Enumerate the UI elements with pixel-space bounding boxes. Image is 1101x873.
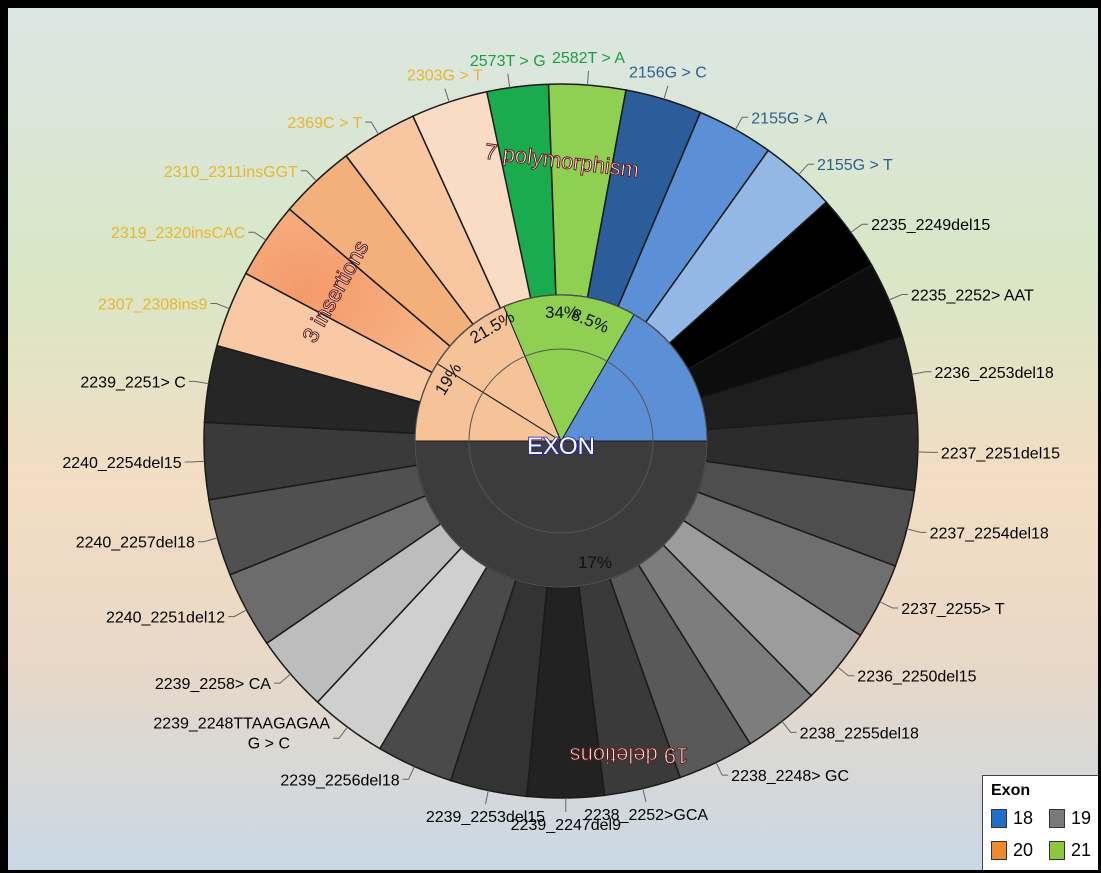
mutation-label-2236-2250del15: 2236_2250del15	[857, 669, 976, 686]
leader-line	[184, 460, 205, 463]
leader-line	[444, 88, 450, 103]
mutation-label-2239-2248ttaagagaa: 2239_2248TTAAGAGAA G > C	[153, 715, 330, 752]
mutation-label-2240-2251del12: 2240_2251del12	[106, 610, 225, 627]
mutation-label-2238-2248-gc: 2238_2248> GC	[731, 768, 849, 785]
mutation-label-2156g-c: 2156G > C	[629, 65, 707, 82]
legend-label-19: 19	[1071, 808, 1092, 828]
sunburst-chart: 8.5%17%19%21.5% 34% 2573T > G 2582T > A215…	[62, 50, 1060, 834]
leader-line	[333, 726, 348, 739]
mutation-label-2582t-a: 2582T > A	[552, 50, 625, 67]
inner-percent-label: 17%	[578, 553, 612, 572]
leader-line	[735, 116, 749, 130]
mutation-label-2155g-a: 2155G > A	[751, 110, 827, 127]
mutation-label-2237-2254del18: 2237_2254del18	[930, 525, 1049, 542]
leader-line	[586, 70, 589, 86]
mutation-label-2307-2308ins9: 2307_2308ins9	[98, 297, 208, 314]
legend-label-18: 18	[1013, 808, 1034, 828]
leader-line	[888, 294, 908, 301]
mutation-label-2239-2253del15: 2239_2253del15	[426, 809, 545, 826]
legend-swatch-20	[991, 841, 1007, 860]
leader-line	[879, 601, 899, 609]
mutation-label-2310-2311insggt: 2310_2311insGGT	[164, 164, 298, 181]
leader-line	[484, 790, 489, 805]
group-label-19-deletions: 19 deletions	[570, 743, 689, 768]
mutation-label-2238-2252-gca: 2238_2252>GCA	[584, 807, 708, 824]
mutation-label-2369c-t: 2369C > T	[287, 115, 362, 132]
leader-line	[402, 766, 415, 780]
legend-label-20: 20	[1013, 840, 1034, 860]
mutation-label-2240-2257del18: 2240_2257del18	[76, 535, 195, 552]
legend-swatch-21	[1049, 841, 1065, 860]
leader-line	[188, 380, 209, 385]
chart-area: 8.5% 17% 19% 21.5% 34% 2573T > G 2582T > A 215…	[8, 8, 1098, 870]
mutation-label-2319-2320inscac: 2319_2320insCAC	[111, 225, 245, 242]
mutation-label-2239-2247del9: 2239_2247del9	[511, 817, 621, 834]
leader-line	[911, 371, 932, 375]
leader-line	[798, 163, 815, 175]
mutation-label-2239-2258-ca: 2239_2258> CA	[155, 676, 271, 693]
mutation-label-2303g-t: 2303G > T	[407, 68, 483, 85]
legend-swatch-18	[991, 809, 1007, 828]
leader-line	[837, 666, 855, 677]
legend: Exon 18 19 20 21	[982, 775, 1098, 870]
legend-title: Exon	[991, 782, 1031, 799]
leader-line	[906, 528, 927, 533]
leader-line	[715, 762, 729, 776]
legend-item-18: 18	[991, 808, 1033, 829]
leader-line	[365, 121, 379, 135]
inner-percent-label: 34%	[545, 303, 579, 322]
leader-line	[663, 85, 669, 100]
leader-line	[248, 231, 267, 241]
legend-item-21: 21	[1049, 840, 1091, 861]
mutation-label-2236-2253del18: 2236_2253del18	[934, 365, 1053, 382]
mutation-label-2237-2251del15: 2237_2251del15	[941, 445, 1060, 462]
leader-line	[850, 223, 869, 233]
leader-line	[210, 303, 230, 310]
leader-line	[300, 170, 317, 182]
leader-line	[507, 73, 511, 88]
mutation-label-2238-2255del18: 2238_2255del18	[800, 725, 919, 742]
mutation-label-2239-2256del18: 2239_2256del18	[280, 772, 399, 789]
mutation-label-2235-2249del15: 2235_2249del15	[871, 217, 990, 234]
legend-item-20: 20	[991, 840, 1033, 861]
mutation-label-2239-2251-c: 2239_2251> C	[80, 374, 185, 391]
mutation-label-2155g-t: 2155G > T	[817, 157, 893, 174]
legend-label-21: 21	[1071, 840, 1092, 860]
leader-line	[197, 537, 218, 543]
legend-item-19: 19	[1049, 808, 1091, 829]
leader-line	[781, 721, 797, 733]
leader-line	[228, 609, 247, 618]
mutation-label-2240-2254del15: 2240_2254del15	[62, 455, 181, 472]
mutation-label-2237-2255-t: 2237_2255> T	[901, 601, 1005, 618]
leader-line	[642, 788, 647, 803]
center-circle	[468, 348, 654, 534]
center-label: EXON	[527, 433, 595, 460]
leader-line	[273, 673, 291, 684]
mutation-label-2573t-g: 2573T > G	[470, 53, 546, 70]
inner-ring-boundary	[414, 294, 708, 588]
legend-swatch-19	[1049, 809, 1065, 828]
mutation-label-2235-2252-aat: 2235_2252> AAT	[911, 288, 1034, 305]
